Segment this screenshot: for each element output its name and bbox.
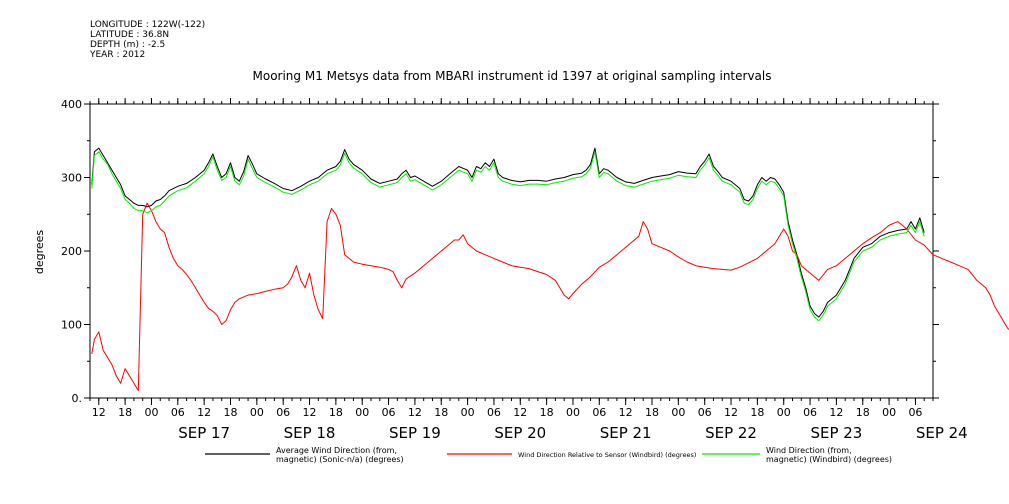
x-tick-label: 06 [171,406,185,419]
legend-label: magnetic) (Sonic-n/a) (degrees) [276,455,404,464]
x-tick-label: 12 [724,406,738,419]
year-line: YEAR : 2012 [90,50,146,60]
x-date-label: SEP 21 [600,424,652,442]
x-date-label: SEP 18 [284,424,336,442]
x-tick-label: 06 [698,406,712,419]
x-tick-label: 18 [645,406,659,419]
x-tick-label: 00 [250,406,264,419]
x-tick-label: 06 [908,406,922,419]
y-tick-label: 0. [72,392,83,405]
x-tick-label: 00 [461,406,475,419]
x-tick-label: 12 [408,406,422,419]
x-date-label: SEP 17 [178,424,230,442]
x-tick-label: 18 [118,406,132,419]
series-line [91,151,925,322]
x-tick-label: 12 [619,406,633,419]
x-tick-label: 06 [382,406,396,419]
legend-label: Wind Direction (from, [766,446,852,455]
series-line [91,202,1009,392]
x-tick-label: 00 [144,406,158,419]
x-tick-label: 00 [882,406,896,419]
x-tick-label: 18 [856,406,870,419]
latitude-line: LATITUDE : 36.8N [90,30,170,40]
y-tick-label: 200 [61,245,82,258]
x-tick-label: 18 [750,406,764,419]
x-tick-label: 06 [276,406,290,419]
x-tick-label: 12 [197,406,211,419]
legend: Average Wind Direction (from,magnetic) (… [205,446,892,464]
x-tick-label: 18 [224,406,238,419]
x-tick-label: 00 [566,406,580,419]
depth-line: DEPTH (m) : -2.5 [90,40,166,50]
mooring-metadata: LONGITUDE : 122W(-122) LATITUDE : 36.8N … [90,20,205,60]
x-tick-label: 00 [777,406,791,419]
plot-frame [89,103,934,399]
x-tick-label: 06 [592,406,606,419]
x-tick-label: 12 [829,406,843,419]
y-tick-label: 400 [61,98,82,111]
x-tick-label: 12 [303,406,317,419]
x-date-label: SEP 22 [705,424,757,442]
legend-label: Average Wind Direction (from, [276,446,397,455]
y-tick-label: 100 [61,319,82,332]
legend-label: Wind Direction Relative to Sensor (Windb… [518,451,696,459]
x-tick-label: 06 [487,406,501,419]
plot-area: 0. 100 200 300 400 12 18 00 06 12 18 00 06 12 18 00 06 12… [61,98,1009,442]
longitude-line: LONGITUDE : 122W(-122) [90,20,206,30]
x-date-label: SEP 23 [810,424,862,442]
x-tick-label: 12 [513,406,527,419]
x-date-label: SEP 24 [916,424,968,442]
x-tick-label: 12 [92,406,106,419]
y-tick-label: 300 [61,172,82,185]
x-date-label: SEP 20 [494,424,546,442]
x-tick-label: 18 [329,406,343,419]
series-line [91,147,925,318]
x-tick-label: 00 [355,406,369,419]
x-tick-label: 18 [434,406,448,419]
x-date-label: SEP 19 [389,424,441,442]
chart-title: Mooring M1 Metsys data from MBARI instru… [253,69,772,83]
x-tick-label: 00 [671,406,685,419]
y-axis-label: degrees [33,230,46,275]
legend-label: magnetic) (Windbird) (degrees) [766,455,892,464]
x-tick-label: 18 [540,406,554,419]
x-tick-label: 06 [803,406,817,419]
